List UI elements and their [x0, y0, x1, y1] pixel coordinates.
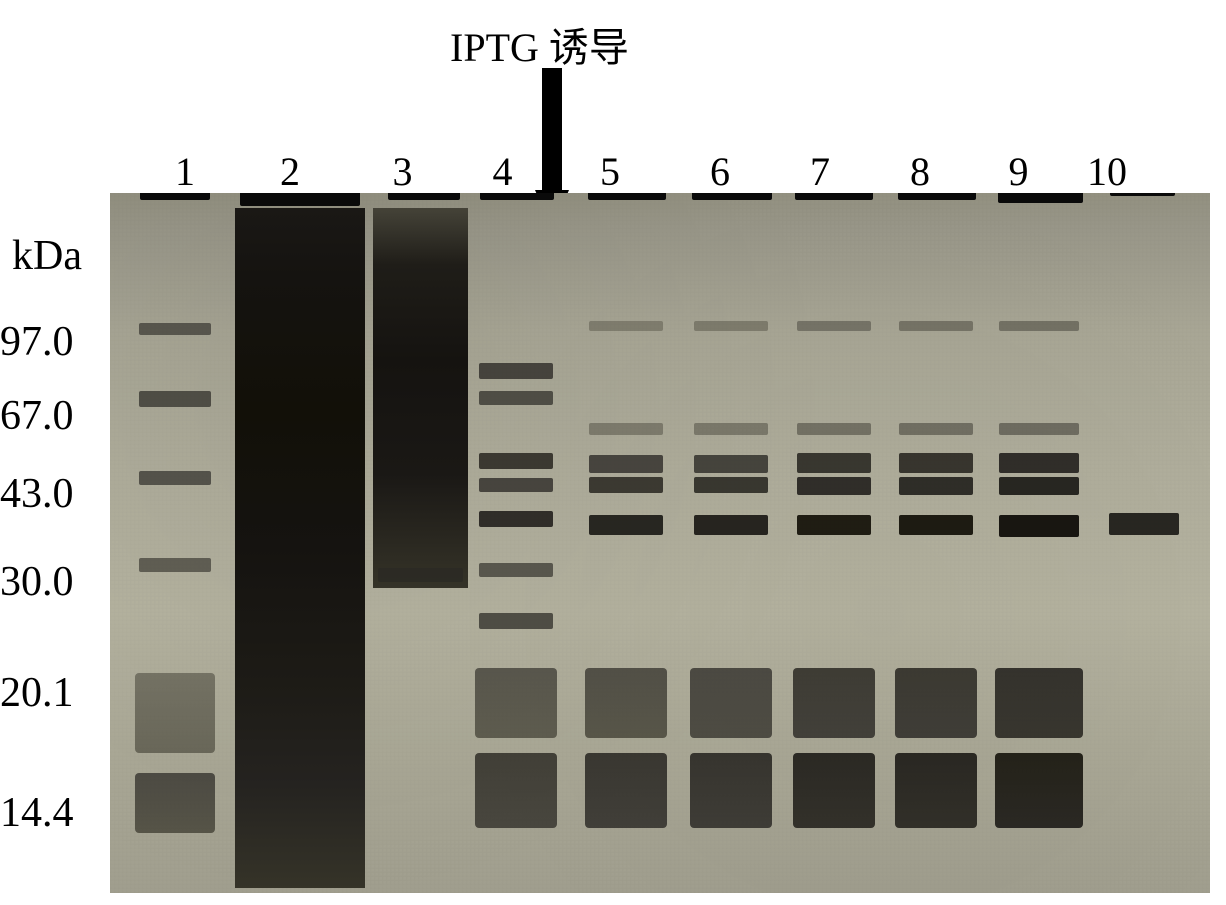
- band: [479, 453, 553, 469]
- smear: [475, 753, 557, 828]
- smear: [895, 753, 977, 828]
- band: [899, 515, 973, 535]
- band: [797, 423, 871, 435]
- band: [797, 477, 871, 495]
- mw-label-67: 67.0: [0, 392, 74, 440]
- lane-3: [373, 193, 468, 893]
- gel-image: [110, 193, 1210, 893]
- band: [479, 563, 553, 577]
- mw-label-30: 30.0: [0, 558, 74, 606]
- band: [479, 511, 553, 527]
- smear: [135, 773, 215, 833]
- band: [479, 391, 553, 405]
- smear: [585, 753, 667, 828]
- lane-5: [585, 193, 667, 893]
- smear: [995, 753, 1083, 828]
- lane-8: [895, 193, 977, 893]
- band: [899, 423, 973, 435]
- lane-7: [793, 193, 875, 893]
- lane-labels-row: 1 2 3 4 5 6 7 8 9 10: [140, 148, 1147, 195]
- lane-label-2: 2: [230, 148, 350, 195]
- units-label: kDa: [12, 232, 82, 280]
- smear: [690, 753, 772, 828]
- band: [999, 423, 1078, 435]
- lane-label-9: 9: [970, 148, 1067, 195]
- lane-4: [475, 193, 557, 893]
- band: [139, 323, 211, 335]
- lane-label-7: 7: [770, 148, 870, 195]
- mw-label-97: 97.0: [0, 318, 74, 366]
- band: [694, 455, 768, 473]
- smear: [135, 673, 215, 753]
- band: [589, 455, 663, 473]
- band: [899, 477, 973, 495]
- lane-label-4: 4: [455, 148, 550, 195]
- band: [694, 515, 768, 535]
- lane-9: [995, 193, 1083, 893]
- smear: [895, 668, 977, 738]
- band: [899, 321, 973, 331]
- lane-1: [135, 193, 215, 893]
- lane-10: [1105, 193, 1183, 893]
- smear: [793, 753, 875, 828]
- mw-label-14: 14.4: [0, 789, 74, 837]
- mw-label-43: 43.0: [0, 470, 74, 518]
- lane-label-8: 8: [870, 148, 970, 195]
- band: [589, 423, 663, 435]
- band: [589, 477, 663, 493]
- band: [999, 453, 1078, 473]
- gel-figure: IPTG 诱导 1 2 3 4 5 6 7 8 9 10 kDa 97.0 67…: [0, 0, 1226, 905]
- smear: [995, 668, 1083, 738]
- band: [139, 558, 211, 572]
- band: [797, 515, 871, 535]
- band: [378, 568, 464, 582]
- band: [694, 321, 768, 331]
- band: [899, 453, 973, 473]
- band: [589, 515, 663, 535]
- smear: [793, 668, 875, 738]
- band: [139, 471, 211, 485]
- band: [999, 477, 1078, 495]
- band: [479, 613, 553, 629]
- band: [589, 321, 663, 331]
- mw-label-20: 20.1: [0, 669, 74, 717]
- band: [797, 453, 871, 473]
- lane-2: [235, 193, 365, 893]
- smear: [475, 668, 557, 738]
- figure-title: IPTG 诱导: [450, 15, 629, 73]
- lane-3-smear: [373, 208, 468, 588]
- lane-label-1: 1: [140, 148, 230, 195]
- band: [694, 477, 768, 493]
- lane-label-10: 10: [1067, 148, 1147, 195]
- smear: [585, 668, 667, 738]
- band: [479, 363, 553, 379]
- lane-label-5: 5: [550, 148, 670, 195]
- band: [797, 321, 871, 331]
- band: [1109, 513, 1179, 535]
- band: [479, 478, 553, 492]
- band: [139, 391, 211, 407]
- band: [999, 515, 1078, 537]
- lane-2-smear: [235, 208, 365, 888]
- lane-label-6: 6: [670, 148, 770, 195]
- smear: [690, 668, 772, 738]
- lane-6: [690, 193, 772, 893]
- lane-label-3: 3: [350, 148, 455, 195]
- band: [694, 423, 768, 435]
- band: [999, 321, 1078, 331]
